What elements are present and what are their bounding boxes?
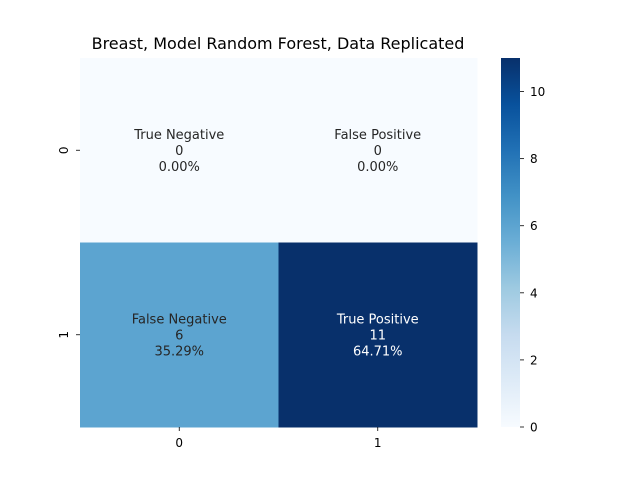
cell-percent-label: 0.00%	[159, 160, 200, 175]
cell-name-label: False Positive	[334, 128, 421, 143]
cell-percent-label: 64.71%	[353, 344, 403, 359]
heatmap-cell	[80, 242, 279, 428]
colorbar: 0 2 4 6 8 10	[501, 58, 545, 435]
cell-count-label: 0	[374, 144, 382, 159]
colorbar-tick-label: 8	[530, 152, 538, 166]
colorbar-tick-label: 2	[530, 353, 538, 367]
cell-percent-label: 0.00%	[357, 160, 398, 175]
cell-count-label: 11	[369, 328, 386, 343]
cell-name-label: True Positive	[336, 312, 419, 327]
cell-name-label: True Negative	[133, 128, 224, 143]
colorbar-tick-label: 4	[530, 286, 538, 300]
x-tick-label: 0	[175, 436, 183, 450]
colorbar-gradient	[501, 58, 520, 427]
heatmap-cell	[278, 242, 478, 428]
heatmap-axes: 0 1 0 1	[57, 146, 382, 450]
x-tick-label: 1	[374, 436, 382, 450]
cell-name-label: False Negative	[132, 312, 227, 327]
cell-count-label: 6	[175, 328, 183, 343]
y-tick-label: 0	[57, 146, 71, 154]
colorbar-tick-label: 10	[530, 85, 545, 99]
cell-percent-label: 35.29%	[154, 344, 204, 359]
heatmap-cell	[80, 58, 279, 243]
cell-count-label: 0	[175, 144, 183, 159]
y-tick-label: 1	[57, 331, 71, 339]
colorbar-tick-label: 6	[530, 219, 538, 233]
heatmap-cell	[278, 58, 478, 243]
colorbar-tick-label: 0	[530, 421, 538, 435]
chart-title: Breast, Model Random Forest, Data Replic…	[92, 34, 465, 53]
